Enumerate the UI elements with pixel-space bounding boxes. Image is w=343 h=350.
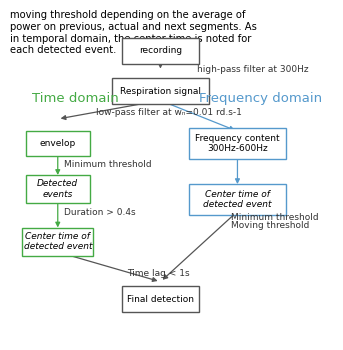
Text: recording: recording	[139, 46, 182, 55]
FancyBboxPatch shape	[122, 286, 199, 312]
Text: high-pass filter at 300Hz: high-pass filter at 300Hz	[197, 65, 309, 75]
Text: Frequency content
300Hz-600Hz: Frequency content 300Hz-600Hz	[195, 134, 280, 153]
Text: Detected
events: Detected events	[37, 179, 78, 199]
FancyBboxPatch shape	[189, 184, 286, 215]
Text: moving threshold depending on the average of
power on previous, actual and next : moving threshold depending on the averag…	[10, 10, 257, 55]
FancyBboxPatch shape	[26, 175, 90, 203]
Text: Final detection: Final detection	[127, 295, 194, 304]
Text: Center time of
detected event: Center time of detected event	[203, 190, 272, 209]
Text: low-pass filter at wₙ=0.01 rd.s-1: low-pass filter at wₙ=0.01 rd.s-1	[96, 108, 242, 117]
FancyBboxPatch shape	[189, 128, 286, 159]
Text: Duration > 0.4s: Duration > 0.4s	[64, 208, 136, 217]
Text: envelop: envelop	[40, 139, 76, 148]
FancyBboxPatch shape	[122, 38, 199, 64]
Text: Minimum threshold: Minimum threshold	[64, 160, 152, 169]
Text: Time lag < 1s: Time lag < 1s	[127, 269, 189, 278]
FancyBboxPatch shape	[26, 131, 90, 156]
Text: Frequency domain: Frequency domain	[199, 92, 322, 105]
Text: Time domain: Time domain	[32, 92, 119, 105]
Text: Minimum threshold: Minimum threshold	[231, 213, 319, 222]
FancyBboxPatch shape	[22, 228, 93, 256]
Text: Respiration signal: Respiration signal	[120, 86, 201, 96]
Text: Center time of
detected event: Center time of detected event	[24, 232, 92, 251]
Text: Moving threshold: Moving threshold	[231, 221, 309, 230]
FancyBboxPatch shape	[112, 78, 209, 104]
